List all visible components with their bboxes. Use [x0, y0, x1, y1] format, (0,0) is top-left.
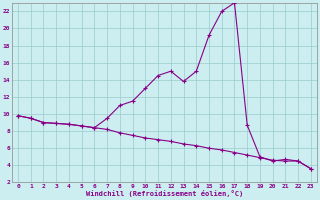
- X-axis label: Windchill (Refroidissement éolien,°C): Windchill (Refroidissement éolien,°C): [86, 190, 243, 197]
